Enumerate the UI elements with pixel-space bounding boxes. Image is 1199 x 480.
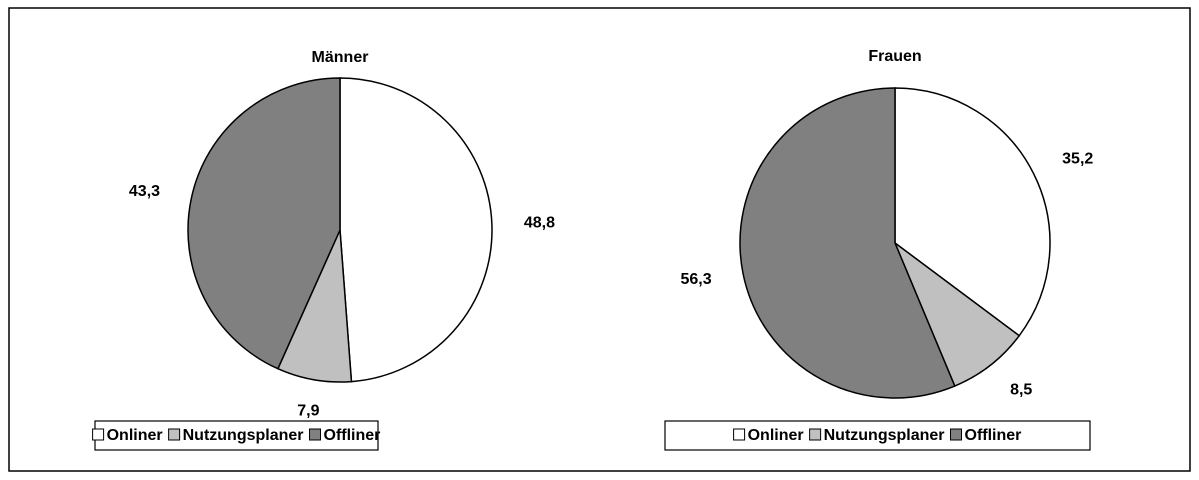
legend-swatch bbox=[168, 428, 181, 441]
data-label: 8,5 bbox=[1010, 382, 1032, 399]
legend-swatch bbox=[733, 428, 746, 441]
legend-box bbox=[94, 420, 379, 451]
data-label: 48,8 bbox=[524, 214, 555, 231]
pie-slice bbox=[739, 87, 956, 399]
legend-label: Onliner bbox=[748, 427, 804, 444]
data-label: 43,3 bbox=[129, 183, 160, 200]
legend-swatch bbox=[309, 428, 322, 441]
legend-swatch bbox=[950, 428, 963, 441]
pie-slice bbox=[187, 77, 341, 370]
legend-swatch bbox=[809, 428, 822, 441]
legend-label: Nutzungsplaner bbox=[824, 427, 945, 444]
chart-title: Männer bbox=[312, 49, 369, 66]
legend-label: Offliner bbox=[965, 427, 1022, 444]
pie-slice bbox=[894, 87, 1051, 337]
data-label: 35,2 bbox=[1062, 150, 1093, 167]
pie-slice bbox=[339, 77, 493, 383]
chart-title: Frauen bbox=[868, 48, 921, 65]
legend-label: Offliner bbox=[324, 427, 381, 444]
data-label: 7,9 bbox=[297, 402, 319, 419]
data-label: 56,3 bbox=[681, 271, 712, 288]
legend-label: Nutzungsplaner bbox=[183, 427, 304, 444]
legend-swatch bbox=[92, 428, 105, 441]
legend-label: Onliner bbox=[107, 427, 163, 444]
